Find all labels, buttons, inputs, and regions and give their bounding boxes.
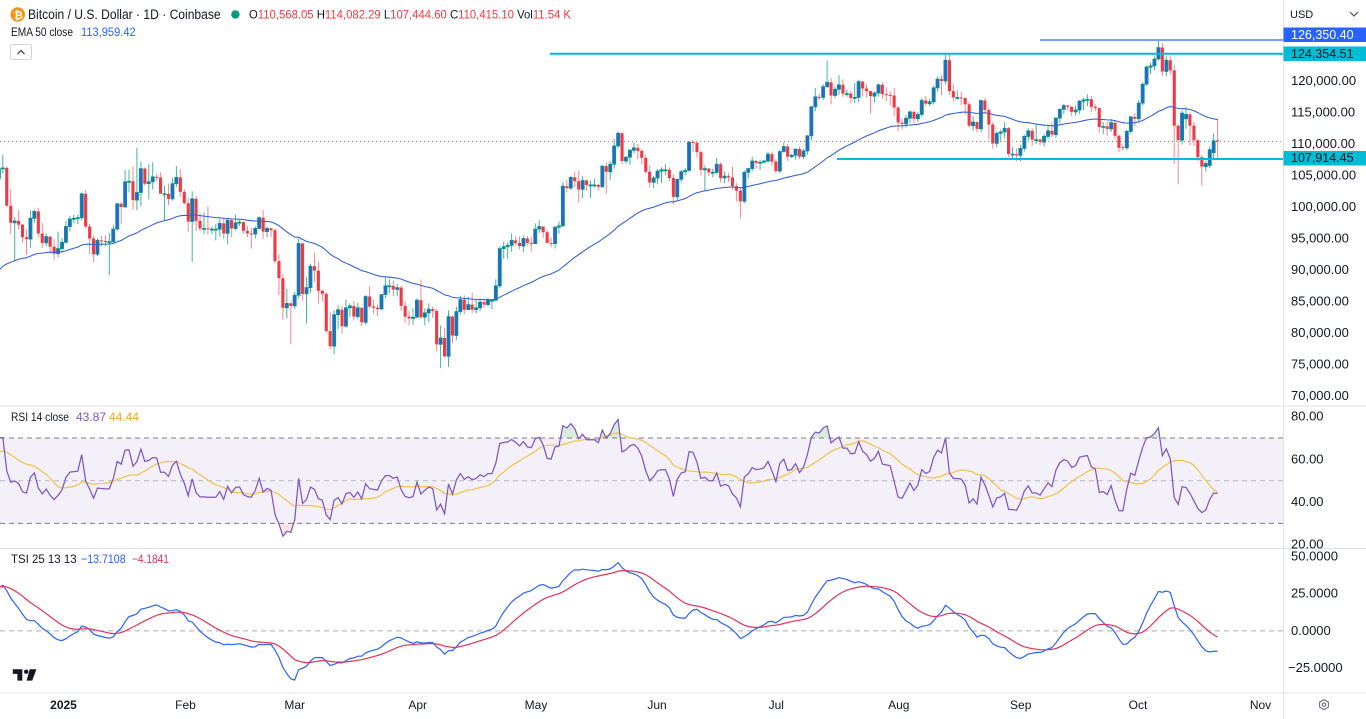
svg-text:95,000.00: 95,000.00 [1291, 231, 1349, 246]
svg-text:85,000.00: 85,000.00 [1291, 294, 1349, 309]
svg-text:USD: USD [1290, 9, 1313, 21]
svg-text:126,350.40: 126,350.40 [1291, 28, 1354, 42]
svg-text:124,354.51: 124,354.51 [1291, 47, 1354, 61]
svg-text:0.0000: 0.0000 [1291, 623, 1331, 638]
svg-text:44.44: 44.44 [109, 410, 139, 424]
svg-text:−25.0000: −25.0000 [1288, 660, 1343, 675]
svg-text:May: May [525, 698, 548, 712]
svg-text:Jun: Jun [647, 698, 666, 712]
svg-text:105,000.00: 105,000.00 [1291, 168, 1356, 183]
svg-text:RSI 14 close: RSI 14 close [11, 410, 69, 424]
svg-text:115,000.00: 115,000.00 [1291, 105, 1355, 120]
svg-text:Oct: Oct [1129, 698, 1148, 712]
svg-text:90,000.00: 90,000.00 [1291, 262, 1349, 277]
svg-text:25.0000: 25.0000 [1291, 586, 1338, 601]
svg-text:−4.1841: −4.1841 [132, 552, 169, 566]
svg-text:−13.7108: −13.7108 [81, 552, 126, 566]
svg-text:80.00: 80.00 [1291, 409, 1324, 424]
svg-text:Nov: Nov [1250, 698, 1271, 712]
svg-text:EMA 50 close: EMA 50 close [11, 25, 73, 39]
svg-text:Sep: Sep [1010, 698, 1032, 712]
svg-text:110,000.00: 110,000.00 [1291, 136, 1355, 151]
svg-text:20.00: 20.00 [1291, 537, 1324, 552]
svg-text:70,000.00: 70,000.00 [1291, 388, 1349, 403]
svg-text:O110,568.05 H114,082.29 L107,4: O110,568.05 H114,082.29 L107,444.60 C110… [249, 8, 571, 22]
svg-text:Aug: Aug [888, 698, 909, 712]
svg-text:₿: ₿ [14, 10, 23, 22]
svg-text:2025: 2025 [50, 698, 77, 712]
svg-text:TSI 25 13 13: TSI 25 13 13 [11, 552, 77, 566]
svg-text:75,000.00: 75,000.00 [1291, 357, 1349, 372]
svg-text:113,959.42: 113,959.42 [81, 25, 136, 39]
svg-text:43.87: 43.87 [76, 410, 106, 424]
svg-text:Apr: Apr [408, 698, 427, 712]
svg-text:60.00: 60.00 [1291, 451, 1324, 466]
svg-text:107,914.45: 107,914.45 [1291, 151, 1354, 165]
svg-text:120,000.00: 120,000.00 [1291, 73, 1356, 88]
svg-text:100,000.00: 100,000.00 [1291, 199, 1356, 214]
svg-text:Jul: Jul [769, 698, 784, 712]
svg-text:80,000.00: 80,000.00 [1291, 325, 1349, 340]
svg-text:Mar: Mar [284, 698, 305, 712]
svg-text:40.00: 40.00 [1291, 494, 1324, 509]
svg-text:Bitcoin / U.S. Dollar · 1D · C: Bitcoin / U.S. Dollar · 1D · Coinbase [28, 7, 221, 22]
svg-text:50.0000: 50.0000 [1291, 548, 1338, 563]
svg-text:Feb: Feb [175, 698, 196, 712]
